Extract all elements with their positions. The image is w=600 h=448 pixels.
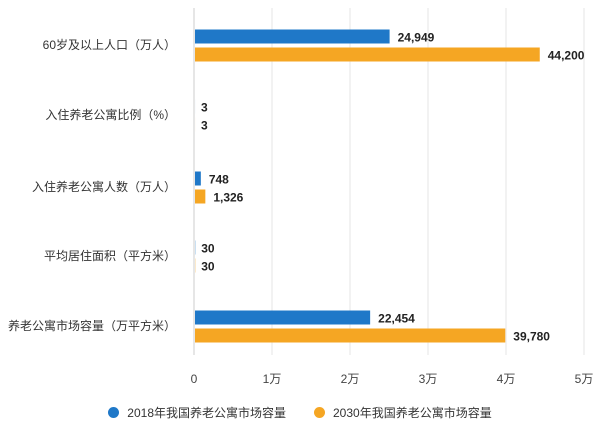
bar-2030-4[interactable] (195, 328, 506, 343)
x-tick-label: 2万 (341, 372, 360, 386)
legend-dot-2018 (108, 406, 120, 418)
category-label: 入住养老公寓比例（%） (45, 107, 176, 122)
value-label-2030-1: 3 (201, 119, 208, 133)
legend-dot-2030 (314, 406, 325, 418)
category-label: 养老公寓市场容量（万平方米） (8, 318, 176, 333)
category-label: 60岁及以上人口（万人） (43, 37, 176, 52)
x-tick-label: 4万 (497, 372, 516, 386)
x-tick-label: 0 (191, 372, 198, 386)
value-label-2030-0: 44,200 (548, 49, 585, 63)
value-label-2018-2: 748 (209, 173, 229, 187)
value-label-2018-3: 30 (201, 242, 215, 256)
bar-2030-2[interactable] (195, 189, 206, 204)
chart: 0 1万 2万 3万 4万 5万 60岁及以上人口（万人） 入住养老公寓比例（%） 入住养老公寓… (8, 8, 593, 386)
x-tick-label: 1万 (263, 372, 282, 386)
value-label-2030-2: 1,326 (213, 191, 243, 205)
bar-2018-4[interactable] (195, 310, 371, 325)
bar-2030-0[interactable] (195, 47, 540, 62)
label-layer: 24,949 3 748 30 22,454 44,200 3 1,326 30 39,780 (201, 31, 585, 344)
legend-label-2030: 2030年我国养老公寓市场容量 (333, 405, 492, 420)
legend-label-2018: 2018年我国养老公寓市场容量 (127, 405, 286, 420)
bar-2018-2[interactable] (195, 171, 201, 186)
value-label-2018-1: 3 (201, 101, 208, 115)
bar-2018-0[interactable] (195, 29, 390, 44)
value-label-2030-4: 39,780 (513, 330, 550, 344)
x-tick-label: 3万 (419, 372, 438, 386)
category-label: 平均居住面积（平方米） (44, 248, 176, 263)
value-label-2018-0: 24,949 (398, 31, 435, 45)
axis-layer: 0 1万 2万 3万 4万 5万 60岁及以上人口（万人） 入住养老公寓比例（%） 入住养老公寓… (8, 8, 593, 386)
value-label-2030-3: 30 (201, 260, 215, 274)
legend-item-2018[interactable]: 2018年我国养老公寓市场容量 (108, 404, 286, 421)
x-tick-label: 5万 (575, 372, 594, 386)
value-label-2018-4: 22,454 (378, 312, 415, 326)
legend: 2018年我国养老公寓市场容量 2030年我国养老公寓市场容量 (0, 400, 600, 424)
legend-item-2030[interactable]: 2030年我国养老公寓市场容量 (314, 404, 492, 421)
category-label: 入住养老公寓人数（万人） (32, 179, 176, 194)
bar-layer (195, 29, 540, 343)
